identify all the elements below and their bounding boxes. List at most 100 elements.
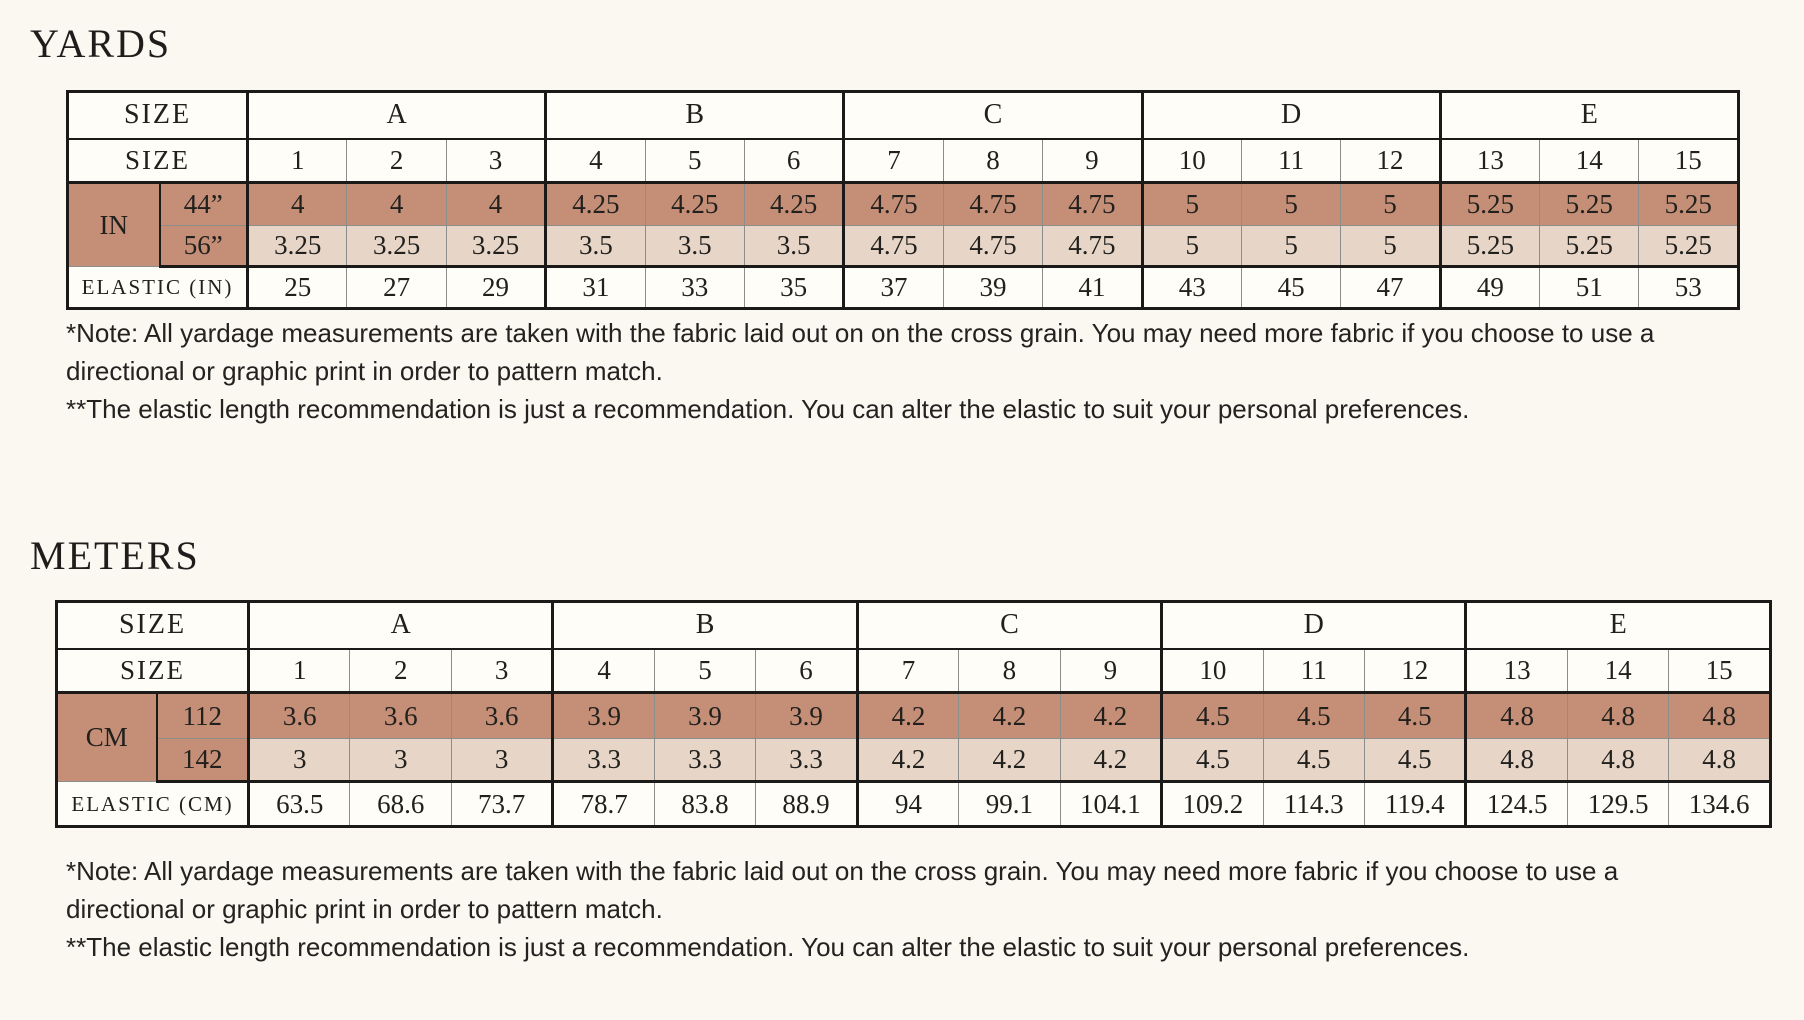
meters-section-title: METERS: [30, 533, 200, 578]
size-cell: 3: [445, 138, 547, 184]
elastic-cell: 29: [445, 266, 547, 309]
yardage-cell: 3.3: [551, 738, 655, 783]
yardage-cell: 3.6: [247, 692, 351, 739]
yardage-cell: 3.6: [349, 692, 452, 739]
elastic-cell: 31: [544, 266, 646, 309]
elastic-cell: 94: [855, 781, 960, 827]
yards-size-row: SIZE 1 2 3 4 5 6 7 8 9 10 11 12 13 14 15: [66, 138, 1739, 184]
meters-table: SIZE A B C D E SIZE 1 2 3 4 5 6 7 8 9 10…: [55, 600, 1772, 828]
yardage-cell: 4.8: [1566, 692, 1670, 739]
size-cell: 12: [1363, 648, 1467, 694]
size-cell: 4: [544, 138, 646, 184]
yardage-cell: 4.75: [842, 225, 944, 268]
yardage-cell: 4.8: [1464, 738, 1568, 783]
yardage-cell: 3.5: [644, 225, 745, 268]
yardage-cell: 4.8: [1464, 692, 1568, 739]
yardage-cell: 3.5: [743, 225, 845, 268]
size-cell: 6: [755, 648, 858, 694]
size-cell: 13: [1464, 648, 1568, 694]
elastic-cell: 37: [842, 266, 944, 309]
width-label-cell: 56”: [158, 225, 249, 268]
meters-elastic-row: ELASTIC (CM) 63.5 68.6 73.7 78.7 83.8 88…: [55, 781, 1771, 827]
size-cell: 12: [1340, 138, 1441, 184]
yardage-cell: 4.5: [1160, 738, 1264, 783]
yards-notes: *Note: All yardage measurements are take…: [66, 314, 1676, 428]
yardage-cell: 4.25: [644, 182, 745, 226]
elastic-cell: 63.5: [247, 781, 351, 827]
yardage-cell: 4.75: [942, 225, 1044, 268]
yards-group-header-row: SIZE A B C D E: [66, 91, 1740, 140]
yardage-cell: 5: [1140, 225, 1242, 268]
yards-elastic-row: ELASTIC (IN) 25 27 29 31 33 35 37 39 41 …: [66, 266, 1739, 309]
elastic-cell: 73.7: [450, 781, 554, 827]
elastic-cell: 99.1: [958, 781, 1061, 827]
yards-56in-row: 56” 3.25 3.25 3.25 3.5 3.5 3.5 4.75 4.75…: [68, 225, 1739, 268]
width-label-cell: 44”: [158, 182, 249, 226]
size-header-cell: SIZE: [55, 601, 250, 650]
elastic-cell: 104.1: [1059, 781, 1163, 827]
size-cell: 15: [1668, 648, 1771, 694]
meters-size-row: SIZE 1 2 3 4 5 6 7 8 9 10 11 12 13 14 15: [55, 648, 1771, 694]
yardage-cell: 5: [1240, 225, 1342, 268]
elastic-cell: 109.2: [1160, 781, 1264, 827]
elastic-cell: 27: [346, 266, 447, 309]
yardage-cell: 5.25: [1438, 182, 1541, 226]
yardage-cell: 4: [246, 182, 348, 226]
group-cell: C: [855, 601, 1163, 650]
elastic-label-cell: ELASTIC (CM): [55, 781, 250, 827]
size-cell: 1: [246, 138, 348, 184]
yardage-cell: 3.6: [450, 692, 554, 739]
size-cell: 9: [1042, 138, 1143, 184]
group-cell: C: [842, 91, 1143, 140]
yardage-cell: 5.25: [1539, 182, 1640, 226]
yardage-cell: 4.2: [1059, 738, 1163, 783]
yardage-cell: 3.9: [653, 692, 757, 739]
yardage-cell: 4.25: [743, 182, 845, 226]
meters-note-elastic: **The elastic length recommendation is j…: [66, 932, 1470, 962]
elastic-cell: 47: [1340, 266, 1441, 309]
group-cell: D: [1140, 91, 1441, 140]
yardage-cell: 3.9: [551, 692, 655, 739]
meters-142cm-row: 142 3 3 3 3.3 3.3 3.3 4.2 4.2 4.2 4.5 4.…: [57, 738, 1771, 783]
size-cell: 5: [644, 138, 745, 184]
meters-note-fabric: *Note: All yardage measurements are take…: [66, 856, 1619, 924]
elastic-cell: 119.4: [1363, 781, 1467, 827]
size-cell: 5: [653, 648, 757, 694]
elastic-cell: 88.9: [755, 781, 858, 827]
size-cell: 11: [1262, 648, 1366, 694]
width-label-cell: 112: [155, 692, 250, 739]
yardage-cell: 3.25: [246, 225, 348, 268]
size-cell: 14: [1539, 138, 1640, 184]
yards-44in-row: IN 44” 4 4 4 4.25 4.25 4.25 4.75 4.75 4.…: [67, 182, 1739, 267]
elastic-cell: 43: [1140, 266, 1242, 309]
size-cell: 14: [1566, 648, 1670, 694]
size-cell: 2: [346, 138, 447, 184]
yardage-cell: 4.2: [1059, 692, 1163, 739]
size-cell: 10: [1140, 138, 1242, 184]
yardage-cell: 3.5: [544, 225, 646, 268]
yardage-cell: 5.25: [1539, 225, 1640, 268]
unit-cell: CM: [56, 692, 157, 782]
group-cell: E: [1438, 91, 1740, 140]
size-cell: 7: [842, 138, 944, 184]
elastic-cell: 53: [1638, 266, 1739, 309]
yardage-cell: 5: [1340, 182, 1441, 226]
yardage-cell: 5.25: [1438, 225, 1541, 268]
size-cell: 3: [450, 648, 554, 694]
elastic-cell: 124.5: [1464, 781, 1568, 827]
meters-112cm-row: CM 112 3.6 3.6 3.6 3.9 3.9 3.9 4.2 4.2 4…: [56, 692, 1771, 782]
yardage-cell: 3.3: [653, 738, 757, 783]
yardage-cell: 4.75: [842, 182, 944, 226]
yardage-cell: 4.5: [1262, 738, 1366, 783]
elastic-cell: 45: [1240, 266, 1342, 309]
elastic-cell: 129.5: [1566, 781, 1670, 827]
elastic-cell: 114.3: [1262, 781, 1366, 827]
yardage-cell: 4.75: [1042, 182, 1143, 226]
yardage-cell: 4.5: [1262, 692, 1366, 739]
yardage-cell: 4.2: [855, 692, 960, 739]
size-cell: 2: [349, 648, 452, 694]
size-cell: 11: [1240, 138, 1342, 184]
yardage-cell: 3.3: [755, 738, 858, 783]
unit-cell: IN: [67, 182, 160, 267]
elastic-cell: 39: [942, 266, 1044, 309]
